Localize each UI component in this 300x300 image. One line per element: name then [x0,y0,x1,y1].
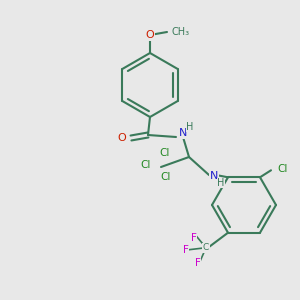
Text: C: C [203,243,209,252]
Text: Cl: Cl [160,148,170,158]
Text: O: O [117,133,126,143]
Text: N: N [210,171,218,181]
Text: F: F [191,233,197,243]
Text: N: N [179,128,187,138]
Text: H: H [186,122,194,132]
Text: F: F [195,258,201,268]
Text: CH₃: CH₃ [172,27,190,37]
Text: F: F [183,245,189,255]
Text: Cl: Cl [141,160,151,170]
Text: H: H [217,178,225,188]
Text: Cl: Cl [277,164,287,174]
Text: O: O [146,30,154,40]
Text: Cl: Cl [161,172,171,182]
